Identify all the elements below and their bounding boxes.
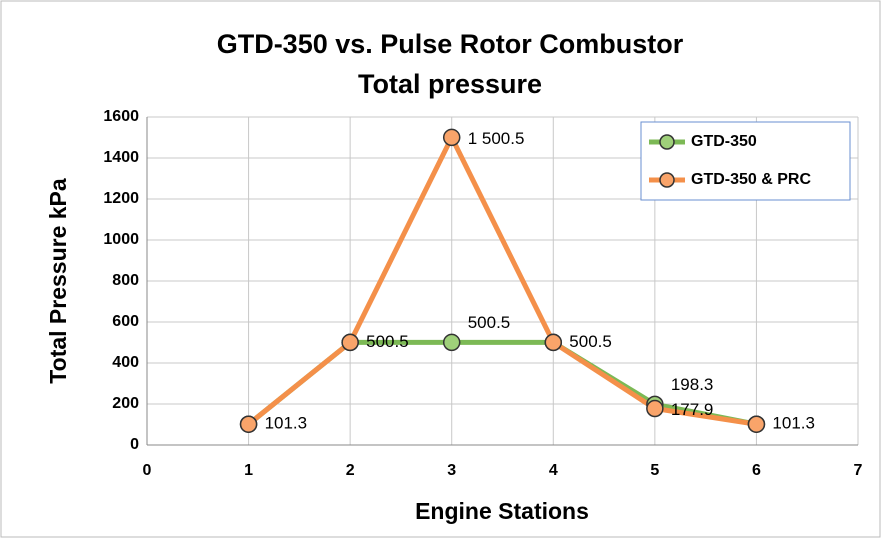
y-tick-label: 600: [112, 313, 139, 330]
x-tick-label: 0: [143, 462, 152, 479]
marker: [544, 333, 563, 352]
y-tick-label: 0: [130, 436, 139, 453]
data-label: 500.5: [569, 332, 612, 351]
line: [247, 134, 757, 427]
data-label: 177.9: [671, 400, 714, 419]
data-label: 198.3: [671, 375, 714, 394]
y-tick-label: 1400: [103, 149, 139, 166]
data-label: 101.3: [772, 414, 815, 433]
y-tick-label: 800: [112, 272, 139, 289]
data-label: 500.5: [366, 332, 409, 351]
y-axis-label: Total Pressure kPa: [45, 178, 71, 384]
marker: [239, 415, 258, 433]
chart-title: GTD-350 vs. Pulse Rotor Combustor: [217, 29, 684, 59]
x-tick-label: 3: [447, 462, 456, 479]
y-tick-label: 200: [112, 395, 139, 412]
x-tick-label: 4: [549, 462, 558, 479]
legend-marker: [659, 172, 675, 188]
y-tick-label: 400: [112, 354, 139, 371]
legend-label: GTD-350 & PRC: [691, 171, 811, 188]
y-tick-label: 1600: [103, 108, 139, 125]
x-tick-label: 5: [650, 462, 659, 479]
chart-subtitle: Total pressure: [358, 69, 542, 99]
marker: [646, 399, 664, 418]
data-label: 1 500.5: [468, 129, 525, 148]
x-tick-label: 1: [244, 462, 253, 479]
marker: [442, 333, 461, 352]
legend-label: GTD-350: [691, 133, 757, 150]
y-tick-label: 1000: [103, 231, 139, 248]
marker: [747, 415, 766, 433]
marker: [442, 128, 461, 147]
x-tick-label: 2: [346, 462, 355, 479]
x-tick-label: 6: [752, 462, 761, 479]
x-axis-label: Engine Stations: [415, 498, 589, 524]
legend-marker: [659, 134, 675, 150]
data-label: 500.5: [468, 313, 511, 332]
y-tick-label: 1200: [103, 190, 139, 207]
legend-box: [640, 121, 851, 201]
data-label: 101.3: [265, 414, 308, 433]
marker: [341, 333, 359, 352]
x-tick-label: 7: [854, 462, 863, 479]
